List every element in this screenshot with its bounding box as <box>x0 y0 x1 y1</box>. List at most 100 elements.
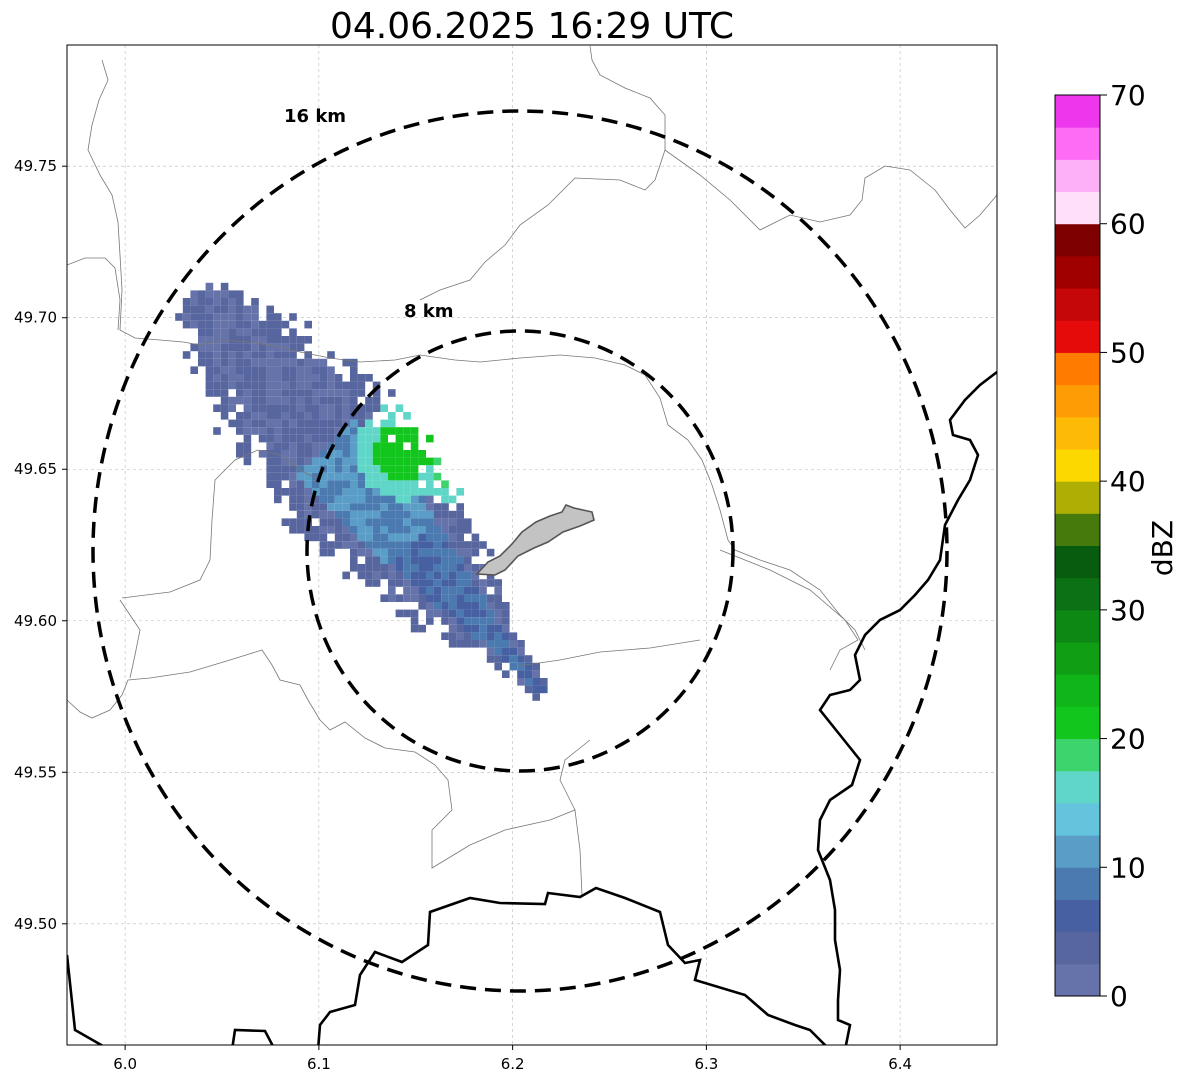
echo-cell <box>395 457 404 466</box>
colorbar-segment <box>1055 223 1100 257</box>
echo-cell <box>403 571 411 580</box>
echo-cell <box>236 298 244 306</box>
echo-cell <box>365 442 373 450</box>
echo-cell <box>350 457 358 466</box>
echo-cell <box>357 472 366 481</box>
echo-cell <box>236 351 244 359</box>
echo-cell <box>334 374 343 382</box>
echo-cell <box>456 586 464 595</box>
echo-cell <box>448 564 457 572</box>
echo-cell <box>494 647 502 656</box>
admin-boundaries <box>67 45 997 896</box>
echo-cell <box>426 495 434 504</box>
echo-cell <box>251 328 259 336</box>
echo-cell <box>410 526 419 534</box>
echo-cell <box>319 457 328 466</box>
echo-cell <box>388 579 396 587</box>
echo-cell <box>243 366 252 374</box>
echo-cell <box>175 313 183 321</box>
echo-cell <box>380 503 388 511</box>
echo-cell <box>418 556 426 564</box>
echo-cell <box>517 662 525 671</box>
echo-cell <box>494 602 502 610</box>
echo-cell <box>426 548 434 557</box>
echo-cell <box>266 442 274 450</box>
echo-cell <box>258 381 267 390</box>
echo-cell <box>205 358 214 367</box>
echo-cell <box>296 442 305 450</box>
echo-cell <box>304 336 312 344</box>
echo-cell <box>228 305 236 314</box>
echo-cell <box>350 358 358 367</box>
echo-cell <box>220 396 229 405</box>
echo-cell <box>243 336 252 344</box>
echo-cell <box>403 556 411 564</box>
national-border <box>67 370 997 1045</box>
echo-cell <box>471 564 480 572</box>
echo-cell <box>274 488 282 496</box>
echo-cell <box>426 586 434 595</box>
echo-cell <box>304 427 312 435</box>
echo-cell <box>327 465 335 473</box>
echo-cell <box>403 533 411 542</box>
echo-cell <box>281 434 290 443</box>
echo-cell <box>243 343 252 352</box>
echo-cell <box>243 396 252 405</box>
echo-cell <box>198 290 206 298</box>
echo-cell <box>380 472 388 481</box>
echo-cell <box>365 472 373 481</box>
echo-cell <box>342 358 350 367</box>
canton-boundary-west <box>67 257 121 331</box>
echo-cell <box>517 647 525 656</box>
echo-cell <box>388 510 396 519</box>
echo-cell <box>441 594 449 602</box>
echo-cell <box>327 548 335 557</box>
echo-cell <box>509 640 518 648</box>
echo-cell <box>243 404 252 412</box>
colorbar-segment <box>1055 899 1100 933</box>
echo-cell <box>304 351 312 359</box>
echo-cell <box>372 503 381 511</box>
echo-cell <box>517 678 525 686</box>
echo-cell <box>410 472 419 481</box>
echo-cell <box>433 503 442 511</box>
echo-cell <box>296 503 305 511</box>
echo-cell <box>403 457 411 466</box>
echo-cell <box>372 488 381 496</box>
echo-cell <box>312 381 320 390</box>
echo-cell <box>289 336 297 344</box>
echo-cell <box>251 427 259 435</box>
echo-cell <box>395 503 404 511</box>
echo-cell <box>388 541 396 549</box>
echo-cell <box>312 510 320 519</box>
echo-cell <box>342 526 350 534</box>
echo-cell <box>342 510 350 519</box>
echo-cell <box>509 632 518 640</box>
echo-cell <box>228 351 236 359</box>
echo-cell <box>213 298 221 306</box>
echo-cell <box>441 526 449 534</box>
echo-cell <box>281 320 290 329</box>
echo-cell <box>532 670 540 678</box>
echo-cell <box>213 351 221 359</box>
echo-cell <box>198 336 206 344</box>
echo-cell <box>456 594 464 602</box>
echo-cell <box>418 510 426 519</box>
echo-cell <box>350 533 358 542</box>
echo-cell <box>243 389 252 397</box>
echo-cell <box>228 366 236 374</box>
echo-cell <box>448 594 457 602</box>
echo-cell <box>456 541 464 549</box>
echo-cell <box>426 457 434 466</box>
echo-cell <box>334 427 343 435</box>
echo-cell <box>342 389 350 397</box>
colorbar-segment <box>1055 931 1100 965</box>
echo-cell <box>334 526 343 534</box>
echo-cell <box>289 503 297 511</box>
echo-cell <box>448 510 457 519</box>
echo-cell <box>410 480 419 488</box>
echo-cell <box>281 358 290 367</box>
echo-cell <box>441 586 449 595</box>
y-tick-label: 49.55 <box>14 763 57 781</box>
echo-cell <box>342 450 350 458</box>
